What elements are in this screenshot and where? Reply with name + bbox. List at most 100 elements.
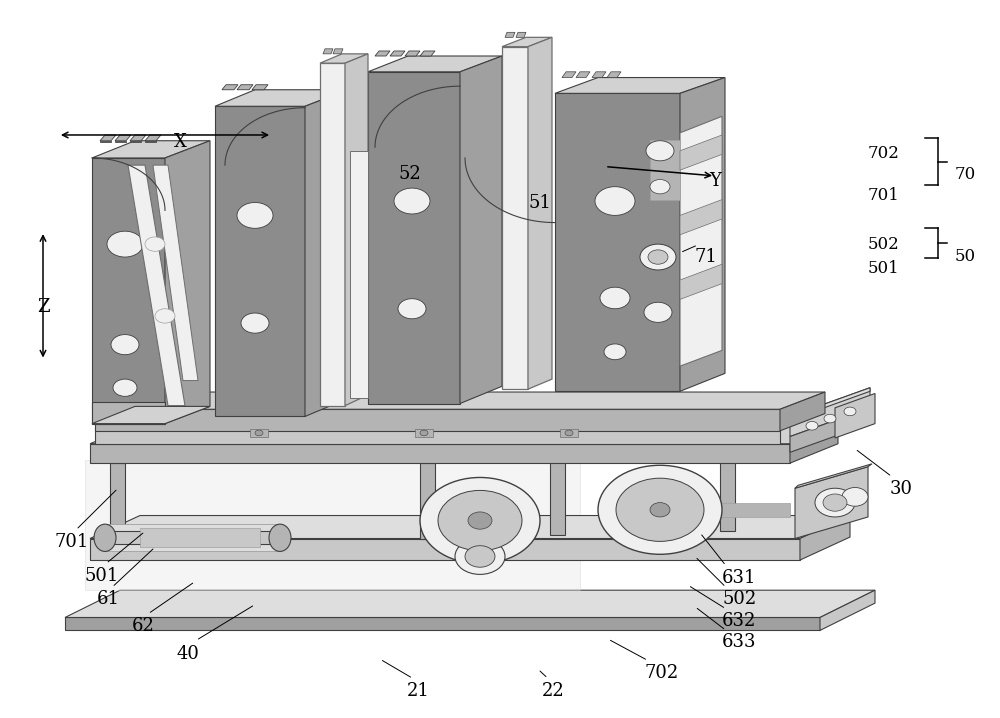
Polygon shape [502, 47, 528, 389]
Polygon shape [92, 141, 210, 158]
Text: Z: Z [37, 298, 49, 316]
Text: 22: 22 [542, 682, 564, 700]
Text: 702: 702 [645, 664, 679, 682]
Polygon shape [145, 141, 156, 142]
Text: 61: 61 [96, 590, 120, 608]
Circle shape [600, 287, 630, 309]
Polygon shape [215, 90, 348, 106]
Ellipse shape [94, 524, 116, 551]
Polygon shape [790, 424, 838, 463]
Polygon shape [222, 85, 238, 90]
Polygon shape [110, 463, 125, 538]
Text: 633: 633 [722, 633, 757, 651]
Circle shape [806, 421, 818, 430]
Polygon shape [576, 72, 590, 78]
Circle shape [595, 187, 635, 215]
Polygon shape [420, 51, 435, 56]
Polygon shape [795, 464, 872, 488]
Polygon shape [90, 424, 838, 444]
Polygon shape [65, 590, 875, 617]
Polygon shape [375, 51, 390, 56]
Circle shape [815, 488, 855, 517]
Polygon shape [95, 409, 780, 431]
Polygon shape [345, 54, 368, 406]
Polygon shape [502, 37, 552, 47]
Circle shape [650, 180, 670, 194]
Circle shape [844, 407, 856, 416]
Polygon shape [165, 141, 210, 424]
Circle shape [420, 477, 540, 564]
Text: 30: 30 [890, 480, 913, 498]
Polygon shape [215, 106, 305, 416]
Circle shape [616, 478, 704, 541]
Circle shape [604, 344, 626, 360]
Circle shape [644, 302, 672, 322]
Polygon shape [237, 85, 253, 90]
Text: 52: 52 [399, 165, 421, 183]
Polygon shape [130, 141, 141, 142]
Ellipse shape [269, 524, 291, 551]
Polygon shape [85, 460, 580, 590]
Polygon shape [115, 141, 126, 142]
Polygon shape [550, 460, 565, 535]
Text: 632: 632 [722, 612, 756, 630]
Circle shape [640, 244, 676, 270]
Polygon shape [660, 503, 790, 517]
Circle shape [438, 490, 522, 551]
Circle shape [455, 538, 505, 574]
Polygon shape [555, 93, 680, 391]
Circle shape [237, 202, 273, 228]
Circle shape [823, 494, 847, 511]
Polygon shape [460, 56, 502, 404]
Polygon shape [790, 408, 870, 452]
Polygon shape [350, 151, 368, 398]
Polygon shape [128, 165, 185, 406]
Polygon shape [720, 456, 735, 531]
Circle shape [111, 335, 139, 355]
Text: 501: 501 [868, 260, 900, 277]
Circle shape [648, 250, 668, 264]
Polygon shape [320, 54, 368, 63]
Circle shape [145, 237, 165, 251]
Polygon shape [323, 49, 333, 54]
Polygon shape [90, 538, 800, 560]
Polygon shape [368, 56, 502, 72]
Polygon shape [415, 429, 433, 437]
Circle shape [598, 465, 722, 554]
Polygon shape [560, 429, 578, 437]
Text: 70: 70 [955, 166, 976, 183]
Text: Y: Y [709, 172, 721, 190]
Polygon shape [153, 165, 198, 381]
Text: 21: 21 [407, 682, 429, 700]
Text: 71: 71 [695, 248, 718, 266]
Text: 51: 51 [529, 194, 551, 212]
Polygon shape [92, 402, 165, 424]
Circle shape [824, 414, 836, 423]
Circle shape [565, 430, 573, 436]
Circle shape [468, 512, 492, 529]
Polygon shape [252, 85, 268, 90]
Polygon shape [405, 51, 420, 56]
Polygon shape [305, 90, 348, 416]
Polygon shape [680, 200, 722, 235]
Polygon shape [95, 427, 780, 444]
Polygon shape [92, 406, 210, 424]
Polygon shape [92, 158, 165, 424]
Polygon shape [320, 63, 345, 406]
Circle shape [398, 299, 426, 319]
Polygon shape [505, 32, 515, 37]
Polygon shape [680, 78, 725, 391]
Polygon shape [790, 388, 870, 420]
Polygon shape [800, 516, 850, 560]
Circle shape [650, 503, 670, 517]
Polygon shape [562, 72, 576, 78]
Circle shape [255, 430, 263, 436]
Polygon shape [390, 51, 405, 56]
Text: 502: 502 [868, 236, 900, 253]
Polygon shape [516, 32, 526, 37]
Circle shape [113, 379, 137, 396]
Polygon shape [145, 135, 161, 141]
Polygon shape [680, 116, 722, 366]
Polygon shape [528, 37, 552, 389]
Polygon shape [140, 528, 260, 547]
